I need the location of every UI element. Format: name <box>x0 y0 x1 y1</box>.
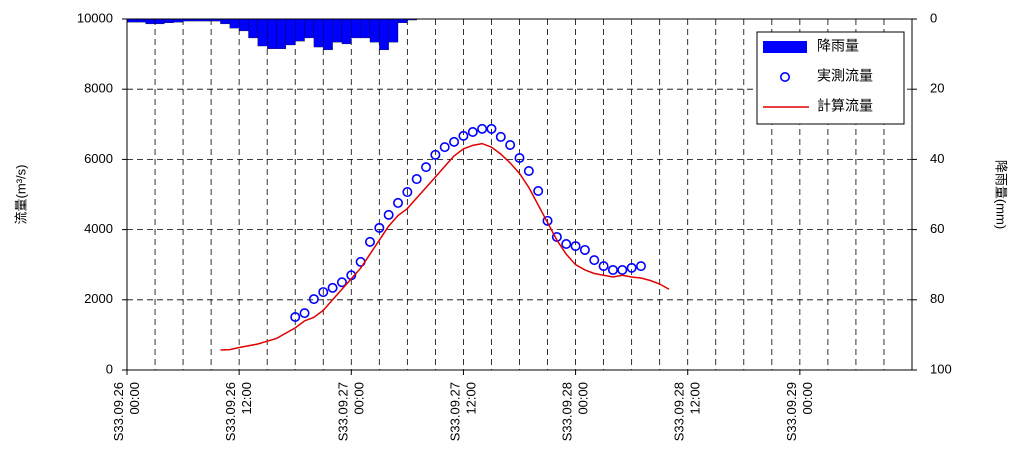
y2-tick-label: 40 <box>930 151 944 166</box>
y-tick-label: 8000 <box>84 81 113 96</box>
y2-tick-label: 0 <box>930 10 937 25</box>
observed-point <box>626 262 637 273</box>
y2-tick-label: 20 <box>930 81 944 96</box>
rain-bar <box>388 18 399 43</box>
rain-bar <box>313 18 324 48</box>
rain-bar <box>238 18 249 32</box>
rain-bar <box>351 18 361 39</box>
rain-bar <box>248 18 258 39</box>
observed-point <box>607 264 618 275</box>
x-tick-label: S33.09.2612:00 <box>224 382 255 441</box>
rain-bar <box>276 18 287 49</box>
x-tick-label: S33.09.2712:00 <box>448 382 479 441</box>
observed-point <box>589 255 600 266</box>
y-tick-label: 0 <box>106 361 113 376</box>
y2-tick-label: 60 <box>930 221 944 236</box>
observed-point <box>336 277 347 288</box>
y2-axis-label: 降雨量(mm) <box>994 160 1009 229</box>
observed-point <box>514 152 525 163</box>
rain-bar <box>257 18 268 47</box>
rain-bar <box>145 18 156 25</box>
observed-point <box>393 197 404 208</box>
rain-bar <box>285 18 296 46</box>
y-tick-label: 4000 <box>84 221 113 236</box>
observed-point <box>561 238 572 249</box>
rain-bar <box>267 18 277 49</box>
rain-bar <box>369 18 380 43</box>
rain-bar <box>304 18 315 39</box>
rain-bar <box>295 18 305 42</box>
rain-bar <box>341 18 352 45</box>
observed-point <box>364 236 375 247</box>
legend-swatch <box>779 72 790 83</box>
observed-point <box>523 165 534 176</box>
observed-point <box>598 261 609 272</box>
observed-point <box>505 140 516 151</box>
observed-point <box>290 311 301 322</box>
x-tick-label: S33.09.2600:00 <box>111 382 142 441</box>
observed-point <box>542 215 553 226</box>
x-tick-label: S33.09.2812:00 <box>672 382 703 441</box>
computed-line <box>220 142 670 351</box>
observed-point <box>617 264 628 275</box>
observed-point <box>570 241 581 252</box>
observed-point <box>458 130 469 141</box>
rain-bar <box>323 18 333 51</box>
observed-point <box>439 142 450 153</box>
observed-point <box>477 123 488 134</box>
x-tick-label: S33.09.2800:00 <box>560 382 591 441</box>
y2-tick-label: 100 <box>930 361 952 376</box>
observed-point <box>318 287 329 298</box>
observed-point <box>486 123 497 134</box>
rain-bar <box>229 18 240 29</box>
rain-bar <box>397 18 408 24</box>
observed-point <box>430 149 441 160</box>
legend-label: 計算流量 <box>817 98 873 114</box>
plot-frame <box>126 18 913 371</box>
rain-bar <box>154 18 165 25</box>
legend-label: 実測流量 <box>817 68 873 84</box>
observed-point <box>533 185 544 196</box>
legend-swatch <box>763 41 807 53</box>
observed-point <box>299 308 310 319</box>
legend-label: 降雨量 <box>817 38 859 54</box>
observed-point <box>635 261 646 272</box>
observed-point <box>308 294 319 305</box>
rain-bar <box>360 18 371 39</box>
y-tick-label: 2000 <box>84 291 113 306</box>
observed-point <box>579 244 590 255</box>
x-tick-label: S33.09.2700:00 <box>336 382 367 441</box>
rain-bar <box>332 18 343 43</box>
rain-bar <box>379 18 389 51</box>
y2-tick-label: 80 <box>930 291 944 306</box>
observed-point <box>383 209 394 220</box>
observed-point <box>411 174 422 185</box>
observed-point <box>449 136 460 147</box>
x-tick-label: S33.09.2900:00 <box>784 382 815 441</box>
rain-bar <box>220 18 230 25</box>
observed-point <box>467 127 478 138</box>
y-tick-label: 6000 <box>84 151 113 166</box>
y-tick-label: 10000 <box>77 10 113 25</box>
observed-point <box>495 131 506 142</box>
observed-point <box>402 187 413 198</box>
rain-bar <box>164 18 174 24</box>
y-axis-label: 流量(m³/s) <box>13 165 28 225</box>
observed-point <box>374 222 385 233</box>
observed-point <box>327 282 338 293</box>
observed-point <box>421 162 432 173</box>
